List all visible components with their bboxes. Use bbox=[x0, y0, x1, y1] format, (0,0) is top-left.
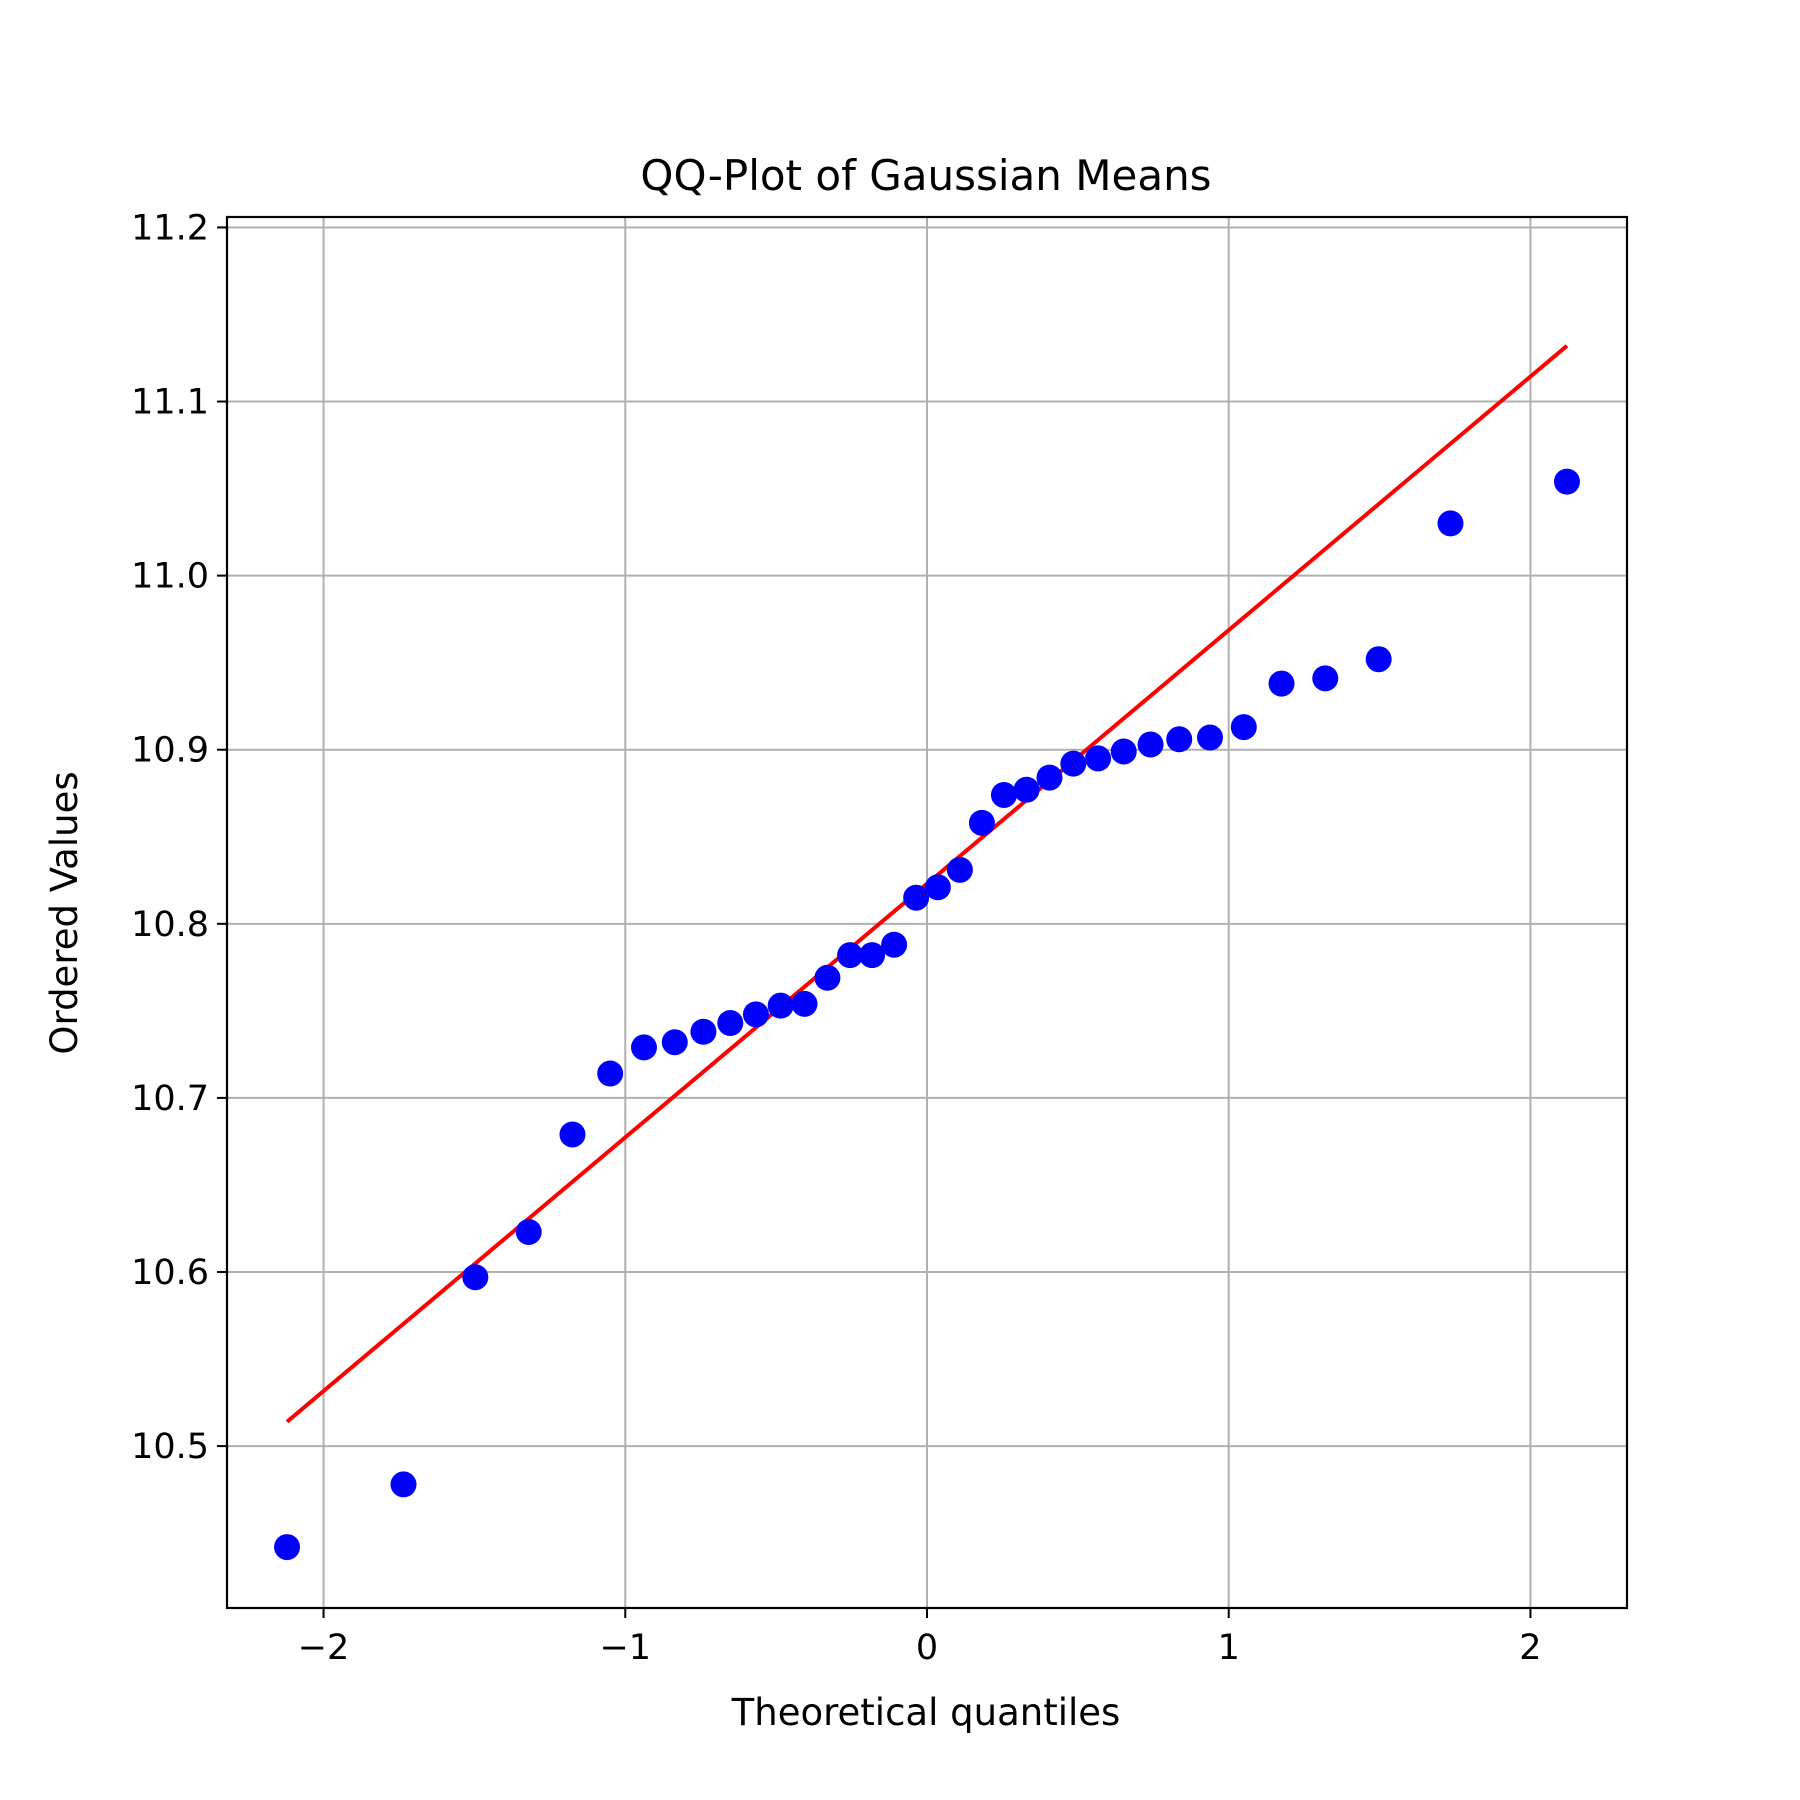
data-point bbox=[837, 942, 864, 969]
data-point bbox=[1230, 714, 1257, 741]
data-point bbox=[946, 856, 973, 883]
x-axis-ticks: −2 −1 0 1 2 bbox=[298, 1608, 1542, 1668]
y-tick-label: 10.5 bbox=[131, 1427, 209, 1467]
data-point bbox=[717, 1010, 744, 1037]
x-tick-label: −2 bbox=[298, 1628, 350, 1668]
y-tick-label: 11.0 bbox=[131, 557, 209, 597]
data-point bbox=[661, 1029, 688, 1056]
chart-title: QQ-Plot of Gaussian Means bbox=[640, 151, 1211, 200]
data-point bbox=[462, 1264, 489, 1291]
data-point bbox=[690, 1018, 717, 1045]
data-point bbox=[1437, 510, 1464, 537]
data-point bbox=[1060, 750, 1087, 777]
data-point bbox=[1553, 468, 1580, 495]
data-point bbox=[1013, 776, 1040, 803]
y-tick-label: 11.2 bbox=[131, 208, 209, 248]
data-point bbox=[597, 1060, 624, 1087]
data-point bbox=[742, 1001, 769, 1028]
data-point bbox=[1036, 764, 1063, 791]
data-point bbox=[1365, 646, 1392, 673]
data-point bbox=[814, 964, 841, 991]
x-axis-label: Theoretical quantiles bbox=[731, 1691, 1121, 1734]
data-point bbox=[903, 884, 930, 911]
data-point bbox=[1197, 724, 1224, 751]
data-point bbox=[767, 992, 794, 1019]
data-point bbox=[559, 1121, 586, 1148]
data-point bbox=[1166, 726, 1193, 753]
data-point bbox=[274, 1534, 301, 1561]
x-tick-label: 0 bbox=[916, 1628, 938, 1668]
y-tick-label: 10.8 bbox=[131, 905, 209, 945]
x-tick-label: 2 bbox=[1519, 1628, 1541, 1668]
y-tick-label: 11.1 bbox=[131, 383, 209, 423]
data-points bbox=[274, 468, 1580, 1561]
data-point bbox=[1085, 745, 1112, 772]
data-point bbox=[390, 1471, 417, 1498]
y-tick-label: 10.7 bbox=[131, 1079, 209, 1119]
y-tick-label: 10.6 bbox=[131, 1253, 209, 1293]
data-point bbox=[1312, 665, 1339, 692]
data-point bbox=[515, 1218, 542, 1245]
x-tick-label: 1 bbox=[1218, 1628, 1240, 1668]
grid bbox=[227, 217, 1627, 1608]
x-tick-label: −1 bbox=[599, 1628, 651, 1668]
data-point bbox=[630, 1034, 657, 1061]
y-axis-ticks: 10.5 10.6 10.7 10.8 10.9 11.0 11.1 11.2 bbox=[131, 208, 227, 1467]
data-point bbox=[968, 809, 995, 836]
data-point bbox=[1268, 670, 1295, 697]
data-point bbox=[990, 781, 1017, 808]
data-point bbox=[791, 990, 818, 1017]
data-point bbox=[1137, 731, 1164, 758]
data-point bbox=[859, 942, 886, 969]
y-axis-label: Ordered Values bbox=[43, 771, 86, 1054]
y-tick-label: 10.9 bbox=[131, 731, 209, 771]
data-point bbox=[881, 931, 908, 958]
data-point bbox=[924, 874, 951, 901]
data-point bbox=[1110, 738, 1137, 765]
